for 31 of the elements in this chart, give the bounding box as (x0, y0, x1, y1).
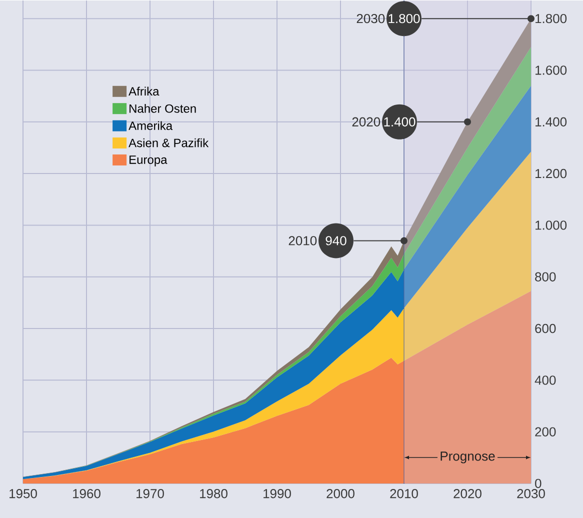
legend-label: Asien & Pazifik (128, 138, 209, 147)
x-tick-label: 2030 (517, 488, 545, 498)
y-tick-label: 800 (535, 272, 556, 282)
annotation: 1.800 (388, 14, 420, 23)
x-tick-label: 2020 (454, 488, 482, 498)
y-tick-label: 200 (535, 426, 556, 436)
x-tick-label: 1960 (73, 488, 100, 498)
band-label: Prognose (440, 451, 495, 464)
x-tick-label: 1970 (136, 488, 164, 498)
annotation: 2020 (352, 117, 380, 126)
y-tick-label: 1.800 (536, 14, 567, 23)
annotation: 1.400 (384, 117, 416, 126)
y-tick-label: 400 (534, 375, 556, 385)
legend-label: Europa (130, 155, 168, 166)
legend-label: Afrika (128, 86, 160, 96)
y-tick-label: 600 (535, 324, 556, 333)
legend-label: Naher Osten (130, 104, 196, 113)
legend-label: Amerika (128, 120, 173, 130)
annotation: 2010 (288, 236, 317, 246)
annotation: 2030 (356, 14, 385, 23)
y-tick-label: 1.400 (536, 117, 567, 126)
y-tick-label: 1.600 (536, 65, 567, 75)
x-tick-label: 2000 (326, 488, 354, 498)
x-tick-label: 1950 (10, 488, 37, 498)
x-tick-label: 1980 (200, 488, 228, 498)
y-tick-label: 1.000 (536, 220, 567, 230)
x-tick-label: 2010 (390, 488, 418, 498)
y-tick-label: 1.200 (536, 168, 567, 178)
x-tick-label: 1990 (264, 488, 291, 498)
y-tick-label: 0 (535, 478, 542, 488)
annotation: 940 (326, 236, 346, 246)
